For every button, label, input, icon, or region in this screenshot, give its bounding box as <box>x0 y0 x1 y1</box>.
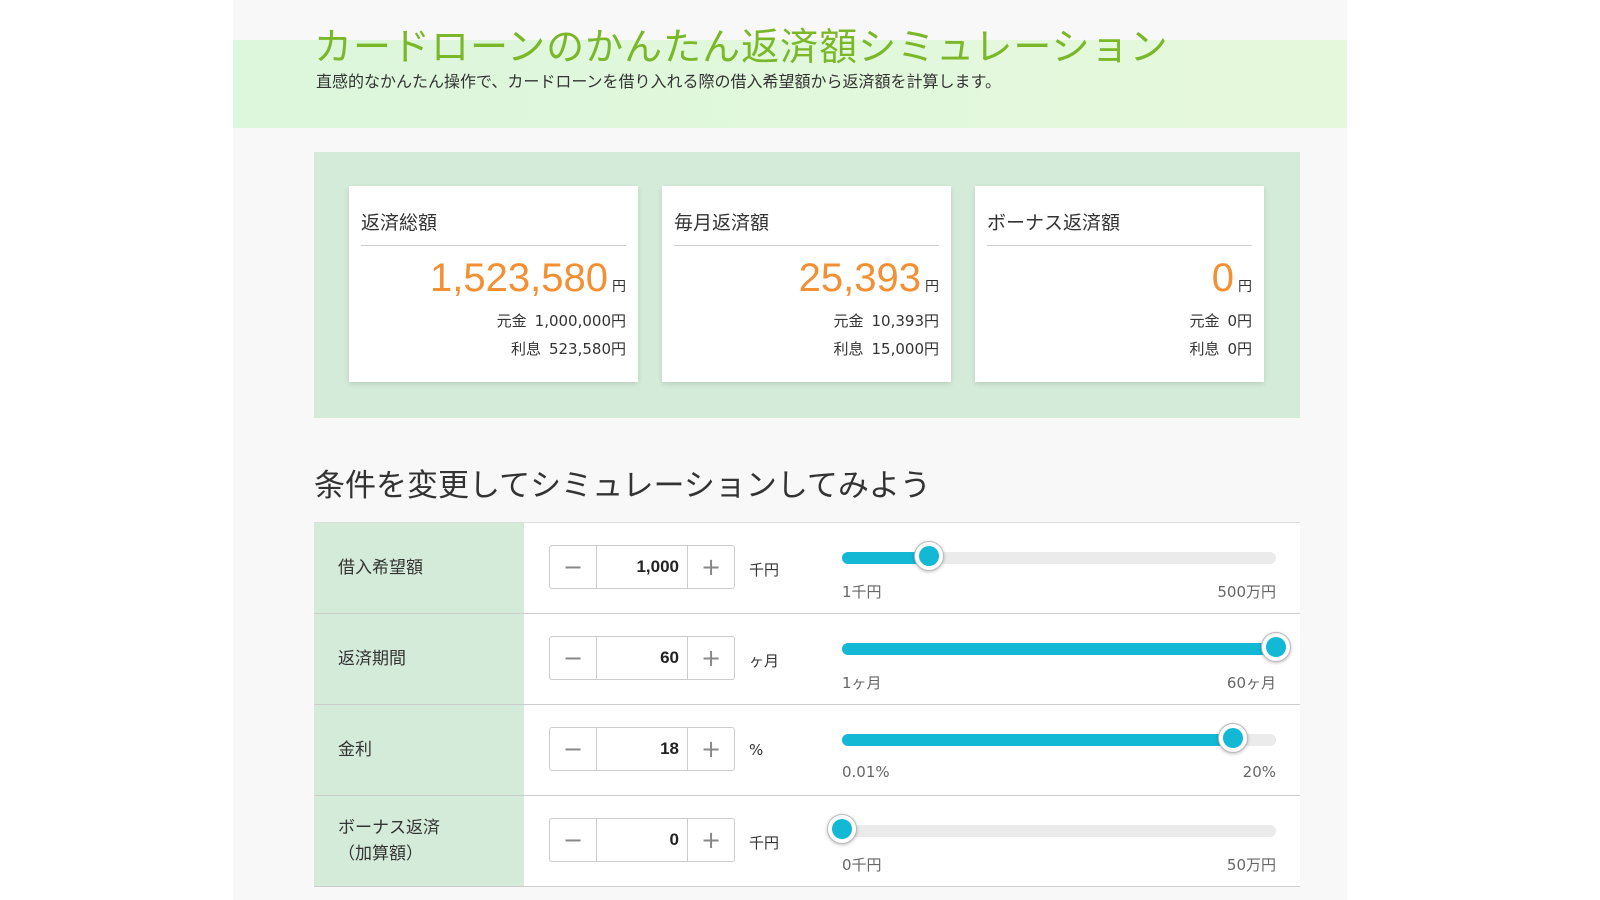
slider-max-label: 60ヶ月 <box>1226 674 1276 692</box>
card-amount: 25,393 円 <box>799 256 939 301</box>
unit-label: 千円 <box>749 834 780 852</box>
card-label: 毎月返済額 <box>674 208 939 246</box>
principal-line: 元金 10,393円 <box>833 310 939 331</box>
card-label: ボーナス返済額 <box>987 208 1252 246</box>
row-label: 借入希望額 <box>314 523 524 613</box>
conditions-table: 借入希望額 − + 千円 1千円 500万円 返済期間 − + ヶ月 <box>314 522 1300 887</box>
slider-min-label: 1千円 <box>842 583 882 601</box>
handle-dot <box>1222 728 1243 748</box>
amount-value: 25,393 <box>798 256 921 300</box>
row-label: 金利 <box>314 705 524 795</box>
increment-button[interactable]: + <box>700 553 722 581</box>
amount-unit: 円 <box>612 279 626 295</box>
interest-value: 15,000円 <box>871 340 940 358</box>
increment-button[interactable]: + <box>700 644 722 672</box>
slider-handle[interactable] <box>1261 632 1291 662</box>
interest-line: 利息 15,000円 <box>833 338 939 359</box>
principal-line: 元金 1,000,000円 <box>497 310 626 331</box>
amount-value: 1,523,580 <box>430 256 608 300</box>
slider-handle[interactable] <box>1217 723 1248 753</box>
row-interest-rate: 金利 − + % 0.01% 20% <box>314 705 1300 796</box>
repayment-period-stepper: − + <box>549 636 735 680</box>
amount-unit: 円 <box>925 279 939 295</box>
slider-handle[interactable] <box>827 814 857 844</box>
principal-label: 元金 <box>496 312 527 330</box>
slider-min-label: 0.01% <box>842 763 890 781</box>
interest-value: 523,580円 <box>548 340 626 358</box>
page-subtitle: 直感的なかんたん操作で、カードローンを借り入れる際の借入希望額から返済額を計算し… <box>316 72 1001 91</box>
principal-value: 1,000,000円 <box>534 312 626 330</box>
handle-dot <box>832 819 852 839</box>
slider-max-label: 50万円 <box>1226 856 1276 874</box>
amount-unit: 円 <box>1238 279 1252 295</box>
card-amount: 1,523,580 円 <box>430 256 626 301</box>
bonus-repayment-stepper: − + <box>549 818 735 862</box>
card-monthly-repayment: 毎月返済額 25,393 円 元金 10,393円 利息 15,000円 <box>662 186 951 382</box>
interest-line: 利息 0円 <box>1189 338 1252 359</box>
unit-label: % <box>749 741 764 759</box>
slider-min-label: 0千円 <box>842 856 882 874</box>
decrement-button[interactable]: − <box>562 735 584 763</box>
repayment-period-slider[interactable]: 1ヶ月 60ヶ月 <box>842 632 1291 694</box>
row-label-text: 返済期間 <box>338 649 406 669</box>
unit-label: ヶ月 <box>749 652 780 670</box>
header-band <box>233 40 1347 128</box>
interest-label: 利息 <box>510 340 541 358</box>
principal-line: 元金 0円 <box>1189 310 1252 331</box>
row-label-text: 金利 <box>338 740 372 760</box>
decrement-button[interactable]: − <box>562 644 584 672</box>
loan-amount-stepper: − + <box>549 545 735 589</box>
increment-button[interactable]: + <box>700 826 722 854</box>
bonus-repayment-input[interactable] <box>596 819 688 861</box>
slider-handle[interactable] <box>913 541 944 571</box>
principal-value: 0円 <box>1227 312 1252 330</box>
card-total-repayment: 返済総額 1,523,580 円 元金 1,000,000円 利息 523,580円 <box>349 186 638 382</box>
row-label: ボーナス返済 （加算額） <box>314 796 524 886</box>
unit-label: 千円 <box>749 561 780 579</box>
slider-fill <box>842 643 1276 655</box>
card-label: 返済総額 <box>361 208 626 246</box>
row-loan-amount: 借入希望額 − + 千円 1千円 500万円 <box>314 523 1300 614</box>
slider-min-label: 1ヶ月 <box>842 674 882 692</box>
handle-dot <box>1266 637 1286 657</box>
principal-label: 元金 <box>833 312 864 330</box>
bonus-repayment-slider[interactable]: 0千円 50万円 <box>827 814 1276 876</box>
interest-line: 利息 523,580円 <box>511 338 626 359</box>
loan-amount-input[interactable] <box>596 546 688 588</box>
slider-track[interactable] <box>842 552 1276 564</box>
interest-rate-stepper: − + <box>549 727 735 771</box>
slider-fill <box>842 734 1233 746</box>
interest-rate-slider[interactable]: 0.01% 20% <box>842 723 1276 785</box>
decrement-button[interactable]: − <box>562 553 584 581</box>
row-label: 返済期間 <box>314 614 524 704</box>
slider-max-label: 20% <box>1242 763 1276 781</box>
slider-track[interactable] <box>842 825 1276 837</box>
principal-value: 10,393円 <box>871 312 940 330</box>
handle-dot <box>918 546 939 566</box>
decrement-button[interactable]: − <box>562 826 584 854</box>
result-summary: 返済総額 1,523,580 円 元金 1,000,000円 利息 523,580円 … <box>314 152 1300 418</box>
amount-value: 0 <box>1211 256 1234 300</box>
row-label-text: ボーナス返済 <box>338 818 440 838</box>
row-repayment-period: 返済期間 − + ヶ月 1ヶ月 60ヶ月 <box>314 614 1300 705</box>
interest-value: 0円 <box>1227 340 1252 358</box>
row-bonus-repayment: ボーナス返済 （加算額） − + 千円 0千円 50万円 <box>314 796 1300 887</box>
row-label-text: 借入希望額 <box>338 558 423 578</box>
interest-label: 利息 <box>1189 340 1220 358</box>
principal-label: 元金 <box>1189 312 1220 330</box>
page-title: カードローンのかんたん返済額シミュレーション <box>314 25 1169 69</box>
row-label-subtext: （加算額） <box>338 844 423 864</box>
increment-button[interactable]: + <box>700 735 722 763</box>
slider-max-label: 500万円 <box>1217 583 1276 601</box>
loan-amount-slider[interactable]: 1千円 500万円 <box>842 541 1276 603</box>
interest-rate-input[interactable] <box>596 728 688 770</box>
repayment-period-input[interactable] <box>596 637 688 679</box>
interest-label: 利息 <box>833 340 864 358</box>
section-title: 条件を変更してシミュレーションしてみよう <box>314 468 931 504</box>
slider-fill <box>842 552 929 564</box>
